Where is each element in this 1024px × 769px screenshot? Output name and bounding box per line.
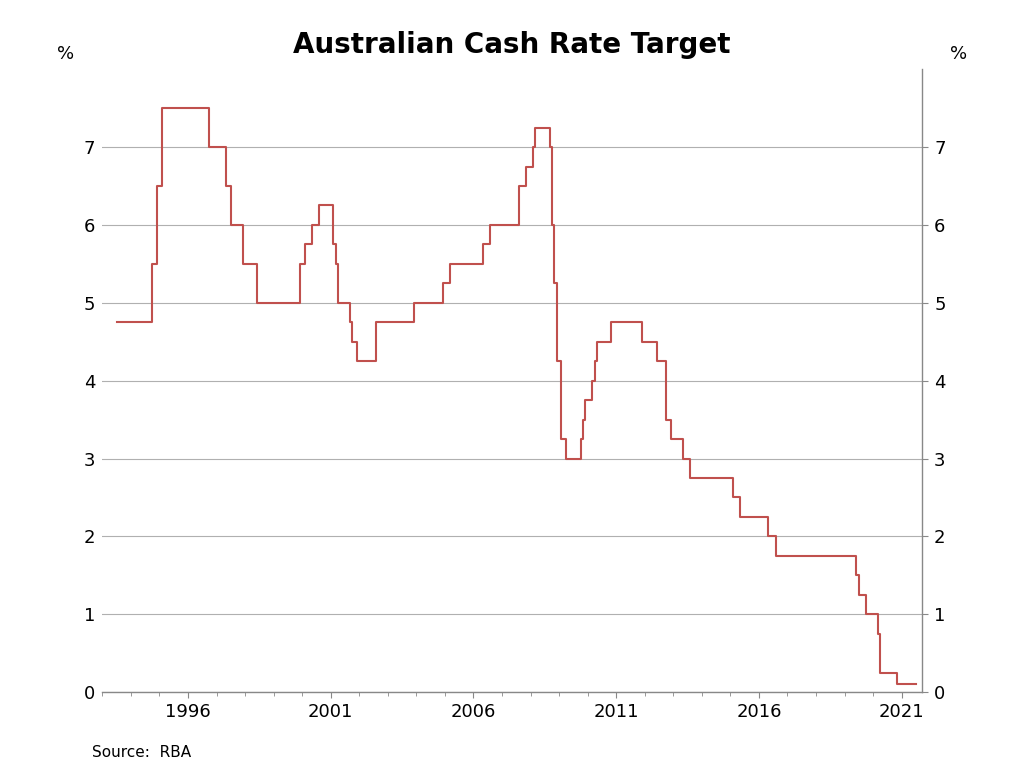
Text: %: % — [57, 45, 75, 63]
Title: Australian Cash Rate Target: Australian Cash Rate Target — [293, 31, 731, 58]
Text: %: % — [949, 45, 967, 63]
Text: Source:  RBA: Source: RBA — [92, 745, 191, 761]
